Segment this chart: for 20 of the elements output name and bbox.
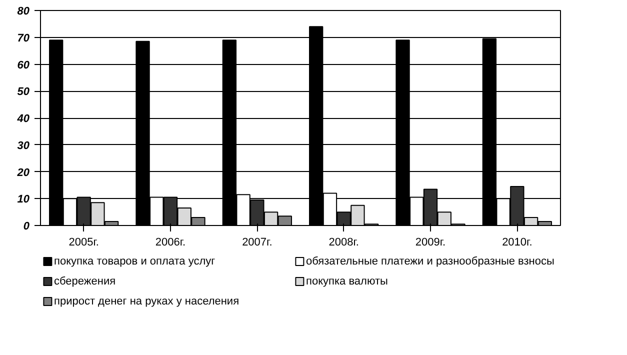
legend-label: прирост денег на руках у населения <box>54 296 240 308</box>
x-tick-label: 2010г. <box>502 236 532 248</box>
y-tick-label: 10 <box>17 194 30 206</box>
x-tick-label: 2009г. <box>415 236 446 248</box>
y-tick-label: 30 <box>17 140 30 152</box>
y-tick-label: 70 <box>17 32 30 44</box>
x-tick-label: 2008г. <box>328 236 359 248</box>
legend-label: сбережения <box>54 276 116 288</box>
y-tick-label: 0 <box>23 220 30 232</box>
y-tick-label: 20 <box>16 166 30 179</box>
y-tick-label: 80 <box>17 6 30 18</box>
y-tick-label: 60 <box>17 59 30 72</box>
x-tick-label: 2007г. <box>242 236 272 248</box>
x-tick-label: 2005г. <box>68 236 99 248</box>
x-tick-label: 2006г. <box>155 236 186 248</box>
legend-label: обязательные платежи и разнообразные взносы <box>306 256 554 268</box>
y-tick-label: 50 <box>17 86 30 98</box>
legend-label: покупка товаров и оплата услуг <box>54 256 216 268</box>
legend-label: покупка валюты <box>306 276 388 288</box>
y-tick-label: 40 <box>16 113 30 125</box>
